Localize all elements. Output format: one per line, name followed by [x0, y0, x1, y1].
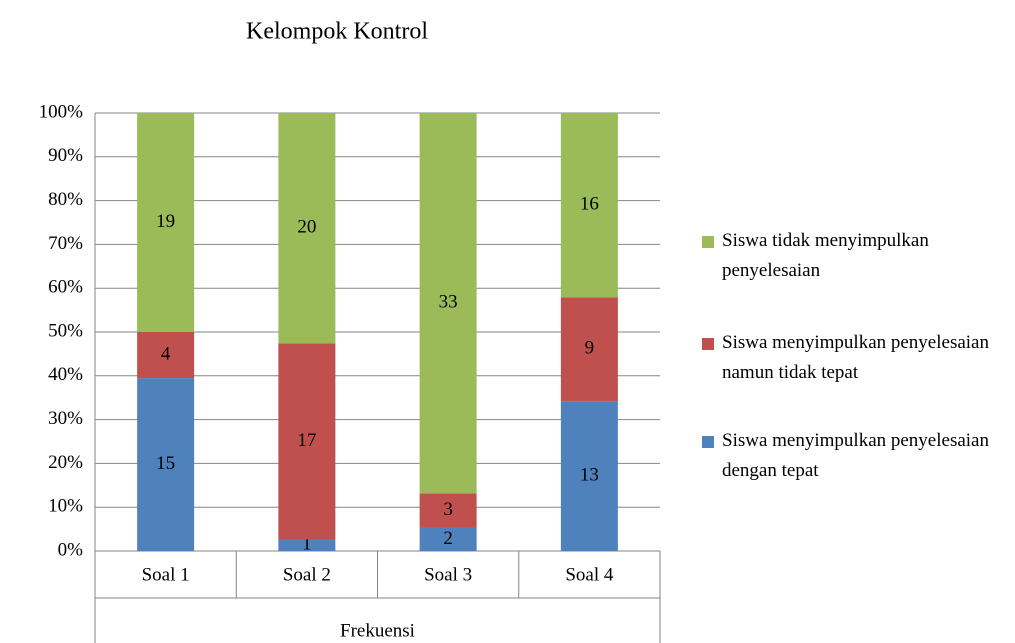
data-label: 4 — [161, 343, 171, 364]
bar-segment — [560, 297, 618, 402]
legend-swatch — [702, 338, 714, 350]
data-label: 19 — [156, 211, 175, 232]
data-label: 20 — [297, 217, 316, 238]
bar-segment — [137, 113, 195, 332]
y-tick-label: 0% — [58, 539, 84, 560]
x-tick-label: Soal 1 — [142, 564, 190, 585]
bar-segment — [137, 332, 195, 379]
data-label: 13 — [580, 464, 599, 485]
y-tick-label: 90% — [48, 145, 83, 166]
y-tick-label: 60% — [48, 277, 83, 298]
y-tick-label: 30% — [48, 408, 83, 429]
legend-label: Siswa menyimpulkan penyelesaian namun tid… — [722, 332, 989, 383]
bar-segment — [278, 539, 336, 551]
data-label: 15 — [156, 453, 175, 474]
bar-segment — [137, 378, 195, 551]
legend-swatch — [702, 236, 714, 248]
bar-segment — [419, 527, 477, 551]
y-tick-label: 20% — [48, 452, 83, 473]
y-tick-label: 40% — [48, 364, 83, 385]
legend-label: Siswa tidak menyimpulkan penyelesaian — [722, 230, 929, 281]
bar-segment — [419, 493, 477, 528]
bar-segment — [419, 113, 477, 494]
y-tick-label: 100% — [39, 101, 84, 122]
data-label: 16 — [580, 194, 599, 215]
bar-segment — [560, 401, 618, 551]
x-group-label: Frekuensi — [340, 620, 415, 641]
x-tick-label: Soal 4 — [565, 564, 614, 585]
y-tick-label: 80% — [48, 189, 83, 210]
data-label: 1 — [302, 533, 312, 554]
bar-segment — [278, 113, 336, 344]
x-tick-label: Soal 3 — [424, 564, 472, 585]
bar-segment — [560, 113, 618, 298]
data-label: 2 — [443, 528, 453, 549]
data-label: 3 — [443, 499, 453, 520]
legend-label: Siswa menyimpulkan penyelesaian dengan te… — [722, 430, 989, 481]
y-tick-label: 70% — [48, 233, 83, 254]
bar-segment — [278, 343, 336, 540]
y-tick-label: 50% — [48, 320, 83, 341]
legend-swatch — [702, 436, 714, 448]
x-tick-label: Soal 2 — [283, 564, 331, 585]
data-label: 33 — [439, 292, 458, 313]
chart-title: Kelompok Kontrol — [246, 19, 428, 45]
y-tick-label: 10% — [48, 496, 83, 517]
data-label: 9 — [585, 338, 595, 359]
data-label: 17 — [297, 430, 316, 451]
